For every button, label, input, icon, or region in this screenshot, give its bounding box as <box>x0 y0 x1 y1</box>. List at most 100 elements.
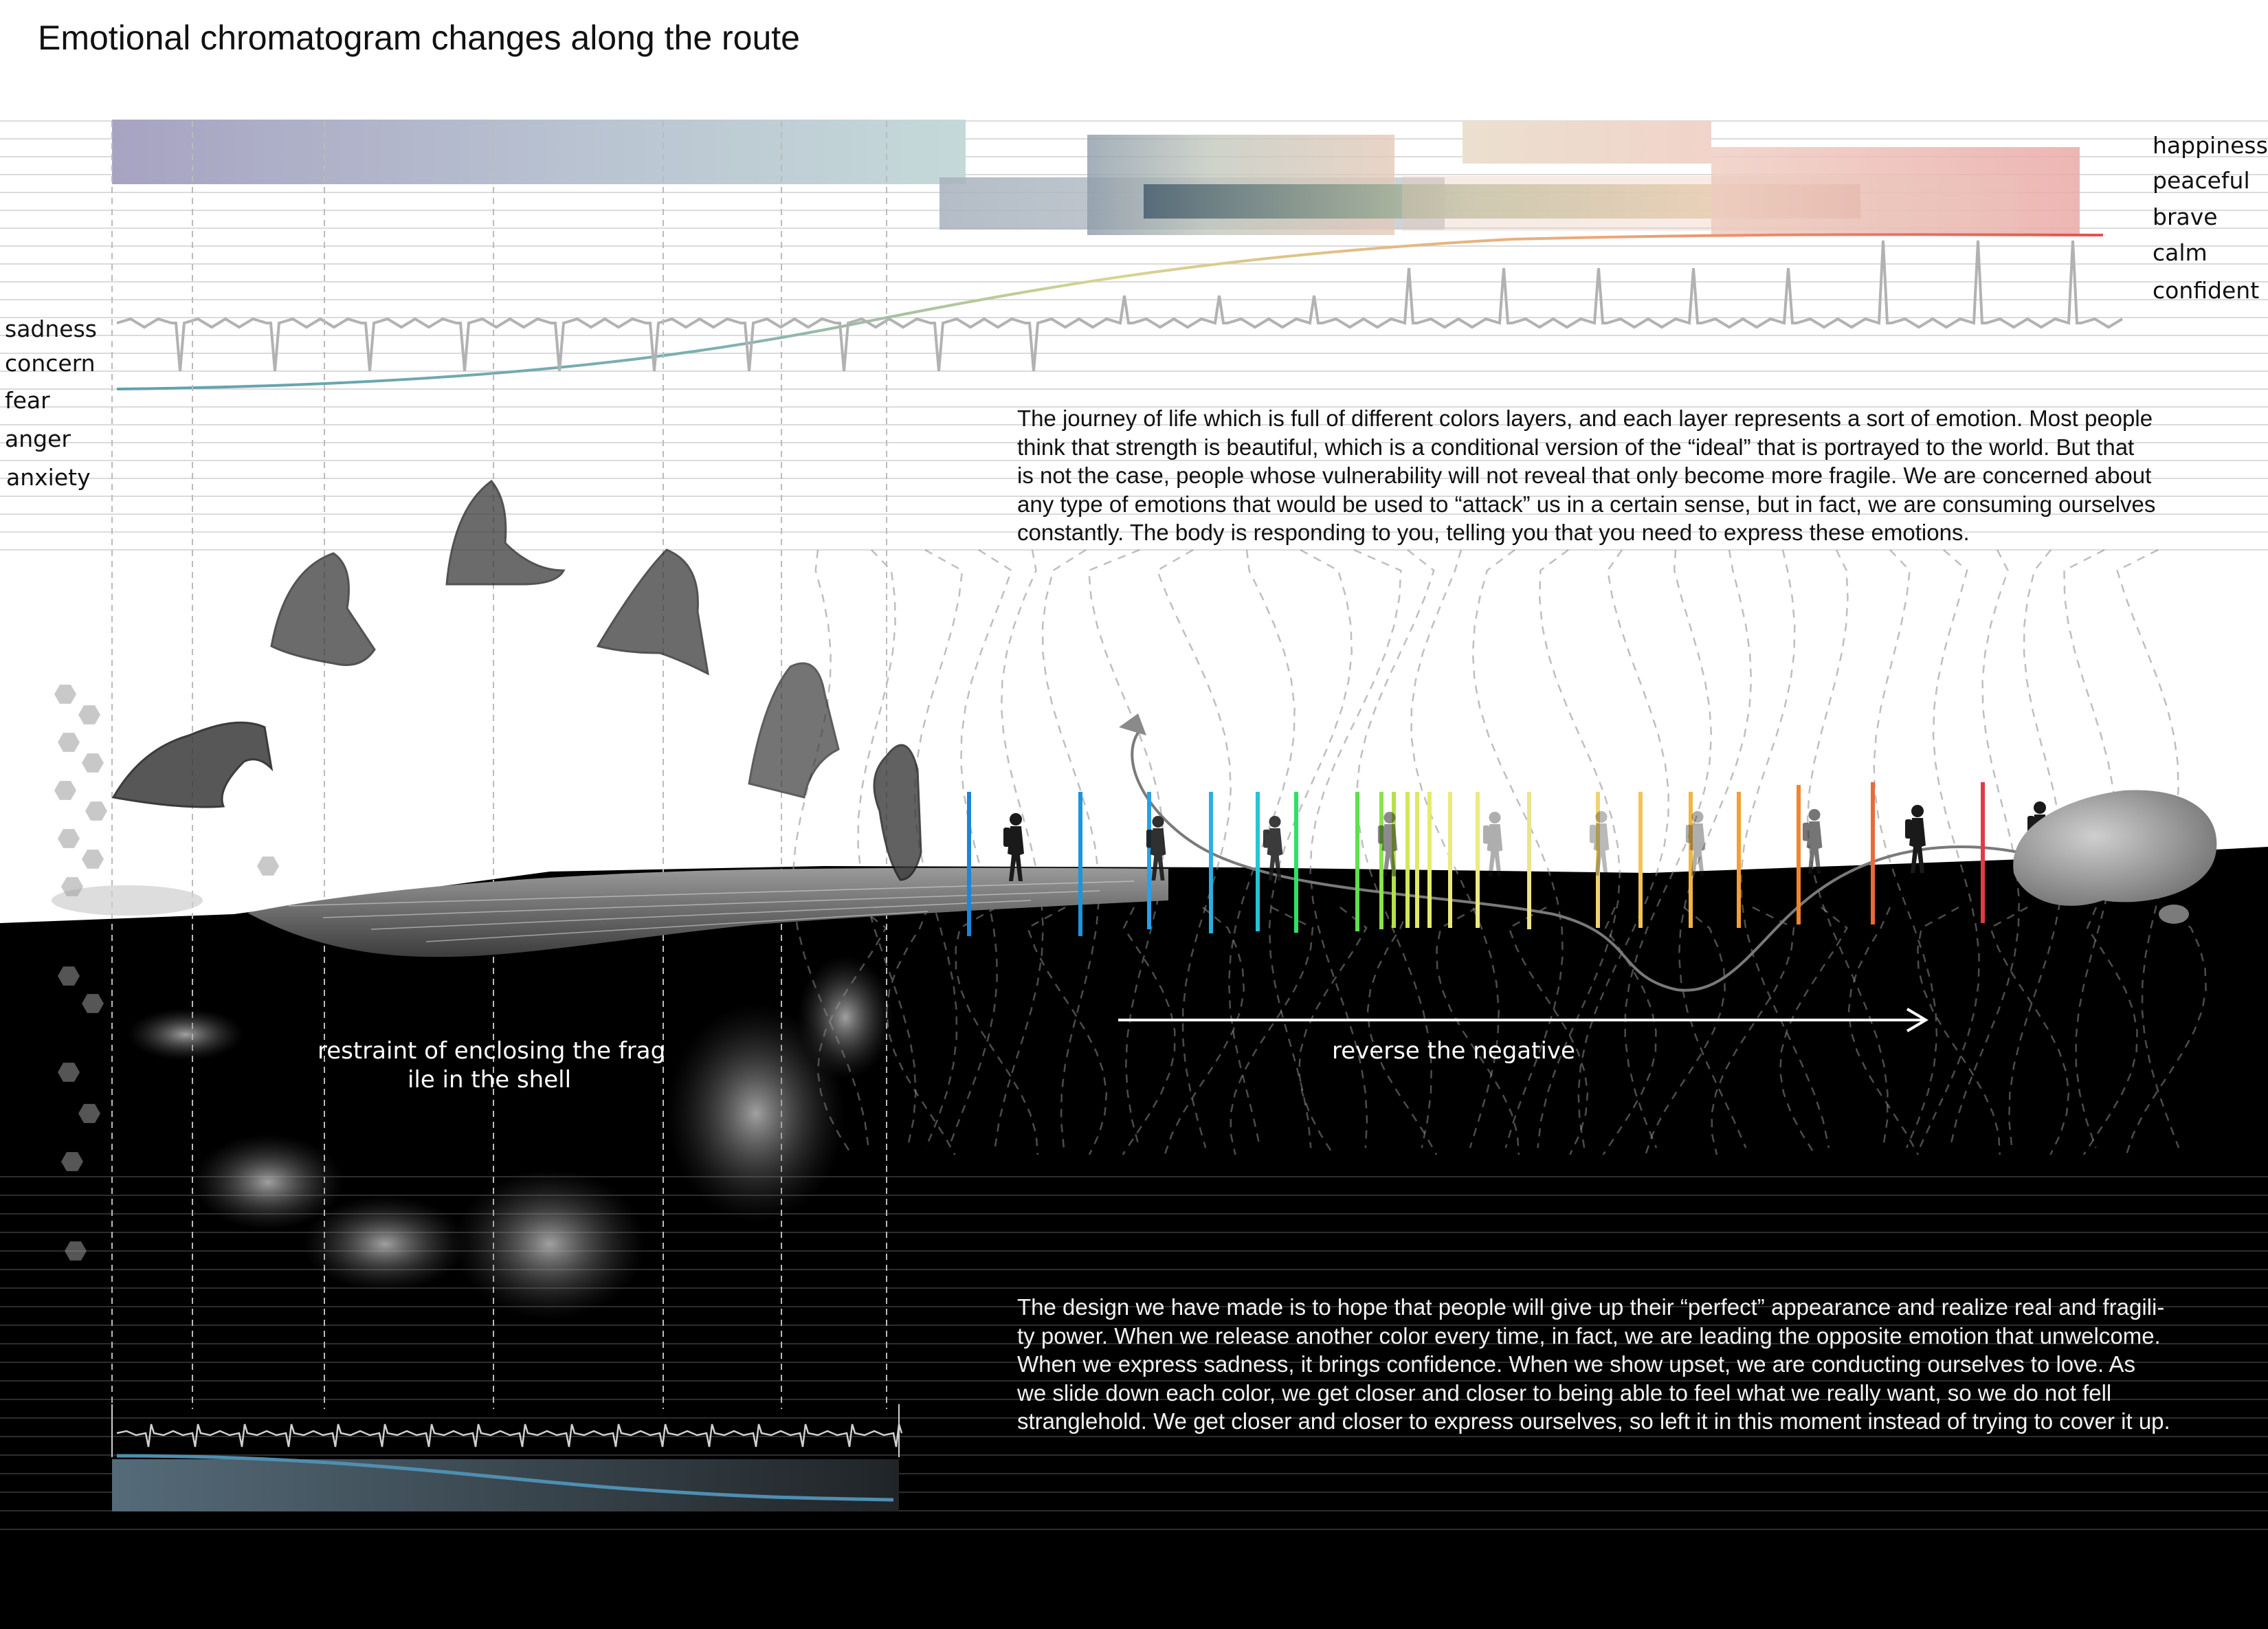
intro-line: any type of emotions that would be used … <box>1017 491 2156 517</box>
contour-line <box>1847 907 1920 1155</box>
label-happiness: happiness <box>2153 132 2268 159</box>
band-peaceful <box>1711 147 2080 235</box>
hexagon-bubble <box>54 685 76 704</box>
caption-right: reverse the negative <box>1332 1037 1575 1065</box>
contour-line <box>1537 548 1621 1149</box>
hexagon-bubble <box>58 829 80 848</box>
terrain-slab <box>247 867 1168 957</box>
label-fear: fear <box>5 387 50 414</box>
label-brave: brave <box>2153 203 2218 230</box>
intro-line: The journey of life which is full of dif… <box>1017 406 2153 431</box>
figure-standing <box>873 744 922 881</box>
contour-line <box>1918 549 1980 1149</box>
colored-posts <box>967 782 1985 936</box>
contour-line <box>885 907 956 1155</box>
hexagon-bubble <box>54 781 76 800</box>
contour-line <box>1624 549 1713 1149</box>
hiker <box>1589 810 1610 876</box>
legend-gradient-bar <box>112 1459 899 1511</box>
caption-left: restraint of enclosing the frag ile in t… <box>318 1037 666 1094</box>
contour-line <box>1164 907 1245 1155</box>
design-line: we slide down each color, we get closer … <box>1017 1379 2112 1406</box>
design-line: stranglehold. We get closer and closer t… <box>1017 1408 2170 1434</box>
contour-line <box>857 549 917 1149</box>
heartbeat-line <box>116 240 2124 372</box>
contour-line <box>948 548 1013 1149</box>
contour-line <box>1873 549 1938 1149</box>
contour-line <box>1806 549 1889 1149</box>
label-anxiety: anxiety <box>6 464 91 491</box>
hexagon-bubble <box>82 753 104 773</box>
hiker <box>1146 815 1166 880</box>
hiker <box>1905 805 1926 873</box>
contour-line <box>1577 549 1669 1149</box>
contour-line <box>1227 549 1296 1149</box>
figure-crouch-3 <box>596 548 709 676</box>
contour-line <box>792 549 869 1149</box>
rock <box>2013 790 2217 924</box>
contour-line <box>1471 548 1564 1149</box>
band-cool-negative <box>112 120 966 184</box>
intro-line: think that strength is beautiful, which … <box>1017 434 2135 460</box>
design-line: ty power. When we release another color … <box>1017 1322 2161 1349</box>
contour-line <box>955 906 1039 1155</box>
hexagon-bubble <box>78 1104 100 1123</box>
hexagon-bubble <box>85 801 107 821</box>
legend-curve <box>116 1454 894 1502</box>
reverse-arrow <box>1118 1008 1928 1032</box>
hiker <box>1802 808 1823 874</box>
contour-line <box>1087 548 1165 1149</box>
route-path <box>1131 727 2035 992</box>
contour-line <box>1740 549 1830 1149</box>
contour-line <box>994 549 1044 1149</box>
contour-line <box>1602 907 1657 1155</box>
band-happiness <box>1463 121 1711 164</box>
contour-line <box>1917 906 2001 1155</box>
design-paragraph: The design we have made is to hope that … <box>1017 1293 2170 1436</box>
hiker <box>1482 811 1503 876</box>
emotion-curve <box>116 233 2104 390</box>
intro-line: is not the case, people whose vulnerabil… <box>1017 463 2152 488</box>
hexagon-bubble <box>78 705 100 724</box>
band-confident <box>1402 176 2019 231</box>
contour-line <box>1309 548 1402 1149</box>
contour-line <box>2063 548 2117 1149</box>
contour-line <box>1711 906 1795 1155</box>
hexagon-bubbles <box>54 685 279 1261</box>
hexagon-bubble <box>58 966 80 986</box>
contour-line <box>1366 907 1438 1155</box>
page-title: Emotional chromatogram changes along the… <box>38 19 800 57</box>
hexagon-bubble <box>58 1063 80 1082</box>
label-peaceful: peaceful <box>2153 167 2250 194</box>
legend-strip <box>111 1404 903 1511</box>
design-line: When we express sadness, it brings confi… <box>1017 1351 2136 1377</box>
contour-line <box>1678 549 1753 1149</box>
contour-line <box>1779 907 1849 1155</box>
label-anger: anger <box>5 425 71 452</box>
caption-left-line: ile in the shell <box>407 1066 572 1094</box>
contour-line <box>2116 548 2180 1149</box>
contour-lines <box>792 548 2207 1155</box>
label-confident: confident <box>2153 277 2260 304</box>
label-calm: calm <box>2153 239 2208 266</box>
design-line: The design we have made is to hope that … <box>1017 1294 2165 1320</box>
figure-crouch-2 <box>445 479 566 586</box>
contour-line <box>1645 907 1726 1155</box>
contour-line <box>1508 906 1589 1155</box>
hiker-silhouettes <box>1003 801 2048 881</box>
route-arrow-tip <box>1119 713 1146 735</box>
contour-line <box>2082 907 2138 1155</box>
hexagon-bubble <box>82 850 104 869</box>
contour-line <box>2125 907 2207 1155</box>
contour-line <box>1230 906 1314 1155</box>
label-sadness: sadness <box>5 315 97 342</box>
caption-left-line: restraint of enclosing the frag <box>318 1037 666 1065</box>
hexagon-bubble <box>82 994 104 1013</box>
intro-line: constantly. The body is responding to yo… <box>1017 520 1970 545</box>
crouching-sketch-figures <box>111 479 922 881</box>
contour-line <box>1355 549 1435 1149</box>
hexagon-bubble <box>61 877 83 896</box>
legend-heartbeat <box>116 1423 903 1448</box>
